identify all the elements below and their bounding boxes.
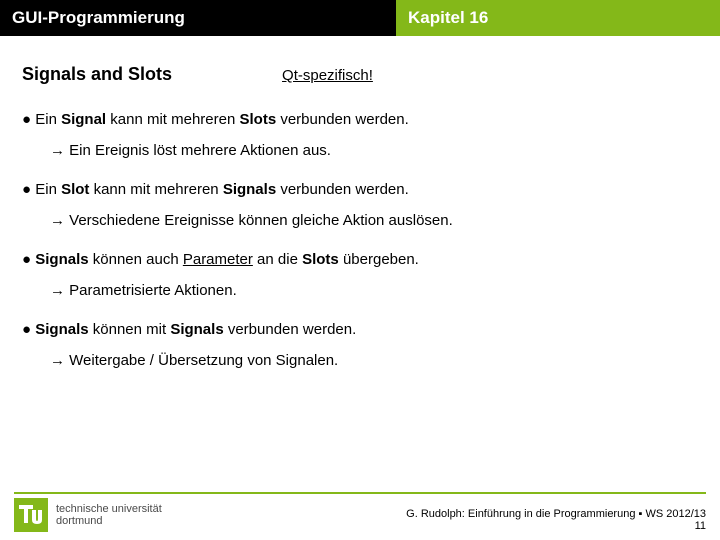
bullet-bold: Signals	[35, 321, 88, 338]
logo-text-line2: dortmund	[56, 515, 102, 527]
footer-credit-block: G. Rudolph: Einführung in die Programmie…	[406, 508, 706, 532]
footer-divider	[14, 492, 706, 494]
bullet-text: übergeben.	[339, 251, 419, 268]
slide-footer: technische universität dortmund G. Rudol…	[0, 492, 720, 532]
bullet-bold: Signals	[223, 181, 276, 198]
title-row: Signals and Slots Qt-spezifisch!	[22, 64, 698, 85]
bullet-bold: Signals	[170, 321, 223, 338]
bullet-underline: Parameter	[183, 251, 253, 268]
section-title: Signals and Slots	[22, 64, 172, 85]
bullet-bold: Signal	[61, 111, 106, 128]
bullet-block-4: ● Signals können mit Signals verbunden w…	[22, 321, 698, 369]
bullet-text: ●	[22, 321, 35, 338]
header-left-title: GUI-Programmierung	[0, 0, 396, 36]
bullet-text: kann mit mehreren	[89, 181, 222, 198]
bullet-bold: Slots	[302, 251, 339, 268]
bullet-bold: Slot	[61, 181, 89, 198]
bullet-text: ● Ein	[22, 111, 61, 128]
bullet-block-1: ● Ein Signal kann mit mehreren Slots ver…	[22, 111, 698, 159]
bullet-block-2: ● Ein Slot kann mit mehreren Signals ver…	[22, 181, 698, 229]
bullet-text: an die	[253, 251, 302, 268]
bullet-sub-2: → Verschiedene Ereignisse können gleiche…	[50, 212, 698, 229]
bullet-main-4: ● Signals können mit Signals verbunden w…	[22, 321, 698, 338]
logo-text-line1: technische universität	[56, 503, 162, 515]
bullet-text: verbunden werden.	[276, 111, 409, 128]
slide-header: GUI-Programmierung Kapitel 16	[0, 0, 720, 36]
bullet-text: können auch	[89, 251, 183, 268]
bullet-main-2: ● Ein Slot kann mit mehreren Signals ver…	[22, 181, 698, 198]
bullet-text: kann mit mehreren	[106, 111, 239, 128]
bullet-sub-3: → Parametrisierte Aktionen.	[50, 282, 698, 299]
bullet-text: ●	[22, 251, 35, 268]
qt-specific-label: Qt-spezifisch!	[282, 67, 373, 84]
university-logo-block: technische universität dortmund	[14, 498, 162, 532]
bullet-text: verbunden werden.	[224, 321, 357, 338]
footer-credit: G. Rudolph: Einführung in die Programmie…	[406, 508, 706, 520]
bullet-text: verbunden werden.	[276, 181, 409, 198]
university-name: technische universität dortmund	[56, 503, 162, 527]
bullet-bold: Slots	[239, 111, 276, 128]
slide-content: Signals and Slots Qt-spezifisch! ● Ein S…	[0, 36, 720, 369]
header-chapter: Kapitel 16	[396, 0, 720, 36]
footer-content: technische universität dortmund G. Rudol…	[14, 498, 706, 532]
bullet-text: ● Ein	[22, 181, 61, 198]
slide-number: 11	[406, 520, 706, 532]
bullet-text: können mit	[89, 321, 171, 338]
bullet-block-3: ● Signals können auch Parameter an die S…	[22, 251, 698, 299]
tu-logo-icon	[14, 498, 48, 532]
bullet-main-3: ● Signals können auch Parameter an die S…	[22, 251, 698, 268]
bullet-sub-4: → Weitergabe / Übersetzung von Signalen.	[50, 352, 698, 369]
bullet-sub-1: → Ein Ereignis löst mehrere Aktionen aus…	[50, 142, 698, 159]
bullet-main-1: ● Ein Signal kann mit mehreren Slots ver…	[22, 111, 698, 128]
bullet-bold: Signals	[35, 251, 88, 268]
